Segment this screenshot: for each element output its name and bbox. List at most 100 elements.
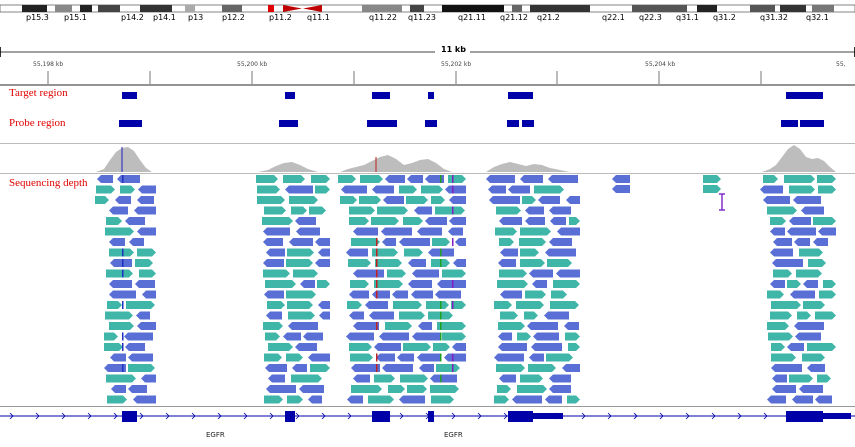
aligned-read[interactable] [792, 395, 813, 404]
aligned-read[interactable] [801, 206, 824, 215]
aligned-read[interactable] [496, 206, 521, 215]
aligned-read[interactable] [512, 395, 542, 404]
aligned-read[interactable] [110, 353, 126, 362]
aligned-read[interactable] [353, 227, 378, 236]
aligned-read[interactable] [311, 175, 330, 183]
aligned-read[interactable] [379, 332, 409, 341]
aligned-read[interactable] [133, 395, 156, 404]
aligned-read[interactable] [433, 343, 450, 351]
aligned-read[interactable] [499, 238, 514, 246]
aligned-read[interactable] [266, 385, 296, 393]
aligned-read[interactable] [431, 196, 445, 204]
aligned-read[interactable] [426, 301, 449, 309]
aligned-read[interactable] [264, 290, 284, 299]
aligned-read[interactable] [289, 238, 313, 246]
aligned-read[interactable] [770, 227, 785, 236]
aligned-read[interactable] [452, 343, 466, 351]
aligned-read[interactable] [499, 217, 522, 225]
aligned-read[interactable] [772, 374, 787, 383]
aligned-read[interactable] [349, 206, 375, 215]
aligned-read[interactable] [134, 206, 156, 215]
aligned-read[interactable] [124, 332, 153, 341]
aligned-read[interactable] [784, 175, 815, 183]
aligned-read[interactable] [256, 175, 278, 183]
aligned-read[interactable] [497, 385, 511, 393]
aligned-read[interactable] [295, 343, 317, 351]
aligned-read[interactable] [264, 395, 283, 404]
aligned-read[interactable] [372, 185, 394, 194]
aligned-read[interactable] [524, 311, 538, 320]
aligned-read[interactable] [263, 227, 290, 236]
aligned-read[interactable] [568, 343, 580, 351]
aligned-read[interactable] [128, 353, 153, 362]
aligned-read[interactable] [500, 248, 518, 257]
aligned-read[interactable] [263, 238, 283, 246]
aligned-read[interactable] [109, 206, 128, 215]
aligned-read[interactable] [109, 238, 125, 246]
aligned-read[interactable] [392, 290, 408, 299]
aligned-read[interactable] [111, 385, 126, 393]
aligned-read[interactable] [403, 343, 431, 351]
aligned-read[interactable] [767, 206, 797, 215]
aligned-read[interactable] [340, 196, 357, 204]
aligned-read[interactable] [567, 395, 580, 404]
aligned-read[interactable] [548, 175, 578, 183]
aligned-read[interactable] [412, 332, 440, 341]
aligned-read[interactable] [498, 259, 516, 267]
aligned-read[interactable] [787, 280, 801, 288]
aligned-read[interactable] [442, 332, 466, 341]
aligned-read[interactable] [349, 290, 369, 299]
aligned-read[interactable] [400, 374, 428, 383]
aligned-read[interactable] [318, 248, 330, 257]
aligned-read[interactable] [286, 353, 303, 362]
aligned-read[interactable] [531, 343, 562, 351]
aligned-read[interactable] [517, 385, 547, 393]
aligned-read[interactable] [262, 217, 293, 225]
aligned-read[interactable] [488, 185, 506, 194]
aligned-read[interactable] [803, 280, 818, 288]
aligned-read[interactable] [823, 280, 836, 288]
aligned-read[interactable] [498, 332, 512, 341]
aligned-read[interactable] [486, 175, 515, 183]
genomic-ruler[interactable]: 11 kb [0, 40, 855, 86]
aligned-read[interactable] [137, 227, 156, 236]
aligned-read[interactable] [794, 322, 824, 330]
aligned-read[interactable] [105, 227, 134, 236]
aligned-read[interactable] [525, 217, 545, 225]
aligned-read[interactable] [287, 301, 313, 309]
aligned-read[interactable] [407, 385, 427, 393]
aligned-read[interactable] [449, 217, 466, 225]
aligned-read[interactable] [520, 259, 545, 267]
aligned-read[interactable] [263, 269, 290, 278]
aligned-read[interactable] [525, 206, 544, 215]
aligned-read[interactable] [795, 332, 821, 341]
aligned-read[interactable] [315, 238, 330, 246]
aligned-read[interactable] [819, 290, 836, 299]
aligned-read[interactable] [508, 185, 530, 194]
aligned-read[interactable] [387, 269, 406, 278]
aligned-read[interactable] [522, 196, 536, 204]
aligned-read[interactable] [385, 322, 412, 330]
aligned-read[interactable] [317, 280, 330, 288]
aligned-read[interactable] [520, 374, 543, 383]
aligned-read[interactable] [96, 185, 115, 194]
aligned-read[interactable] [430, 374, 457, 383]
aligned-read[interactable] [408, 280, 432, 288]
aligned-read[interactable] [372, 248, 398, 257]
aligned-read[interactable] [310, 364, 330, 372]
aligned-read[interactable] [553, 280, 580, 288]
aligned-read[interactable] [350, 280, 369, 288]
aligned-read[interactable] [498, 343, 527, 351]
aligned-read[interactable] [771, 343, 785, 351]
aligned-read[interactable] [106, 217, 122, 225]
alignment-track[interactable] [0, 174, 855, 406]
aligned-read[interactable] [772, 385, 796, 393]
aligned-read[interactable] [520, 227, 551, 236]
aligned-read[interactable] [385, 175, 405, 183]
aligned-read[interactable] [425, 175, 444, 183]
aligned-read[interactable] [374, 343, 401, 351]
aligned-read[interactable] [500, 290, 522, 299]
aligned-read[interactable] [105, 311, 133, 320]
aligned-read[interactable] [383, 196, 404, 204]
aligned-read[interactable] [448, 175, 466, 183]
